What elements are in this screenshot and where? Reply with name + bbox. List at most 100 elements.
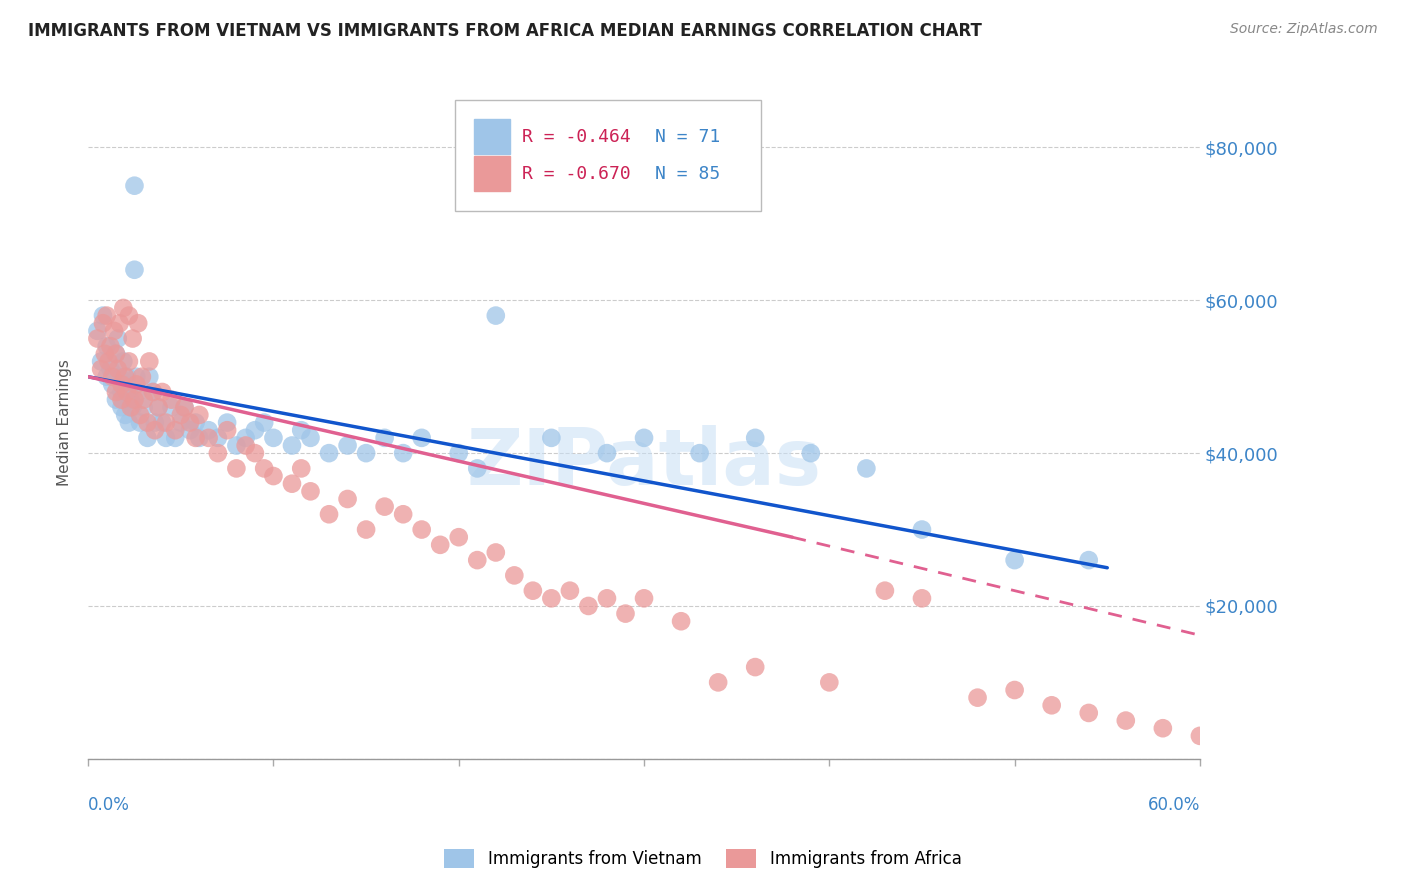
Point [184, 431, 207, 445]
Point [207, 446, 229, 460]
Text: ZIPatlas: ZIPatlas [467, 425, 821, 501]
Point [633, 591, 655, 606]
Point [1115, 714, 1137, 728]
Point [150, 384, 173, 399]
Point [217, 416, 239, 430]
Point [299, 484, 322, 499]
Point [104, 347, 127, 361]
Point [170, 416, 193, 430]
Point [281, 476, 304, 491]
Point [138, 354, 160, 368]
Point [165, 423, 187, 437]
Point [299, 431, 322, 445]
Point [148, 401, 170, 415]
Point [143, 416, 166, 430]
Point [96, 369, 118, 384]
Point [104, 384, 127, 399]
Point [86, 332, 108, 346]
Point [127, 316, 149, 330]
Point [118, 416, 141, 430]
Point [120, 401, 142, 415]
Point [110, 377, 132, 392]
Point [596, 591, 619, 606]
Point [120, 392, 142, 407]
Point [103, 324, 125, 338]
Point [262, 469, 284, 483]
Point [217, 423, 239, 437]
Point [124, 392, 146, 407]
Point [96, 339, 118, 353]
Point [253, 416, 276, 430]
Point [97, 354, 120, 368]
Point [253, 461, 276, 475]
Point [112, 301, 135, 315]
Point [188, 431, 211, 445]
Point [614, 607, 637, 621]
Point [374, 431, 396, 445]
Point [225, 461, 247, 475]
Point [142, 384, 165, 399]
Point [115, 384, 138, 399]
Point [173, 401, 195, 415]
Point [911, 591, 934, 606]
Point [170, 408, 193, 422]
Point [1077, 553, 1099, 567]
Point [165, 431, 187, 445]
Point [318, 508, 340, 522]
Point [522, 583, 544, 598]
Point [485, 545, 508, 559]
Point [142, 384, 165, 399]
Point [150, 416, 173, 430]
Text: Source: ZipAtlas.com: Source: ZipAtlas.com [1230, 22, 1378, 37]
Text: N = 71: N = 71 [655, 128, 720, 145]
Point [115, 369, 138, 384]
Point [374, 500, 396, 514]
Point [129, 408, 152, 422]
Point [173, 401, 195, 415]
Point [132, 392, 155, 407]
Point [90, 354, 112, 368]
Point [101, 377, 124, 392]
Point [465, 461, 488, 475]
Point [108, 369, 131, 384]
Point [411, 431, 433, 445]
Point [262, 431, 284, 445]
Point [318, 446, 340, 460]
Point [540, 591, 562, 606]
Point [108, 316, 131, 330]
Point [596, 446, 619, 460]
Point [125, 369, 148, 384]
Point [114, 408, 136, 422]
Point [127, 384, 149, 399]
Point [138, 369, 160, 384]
Point [110, 392, 132, 407]
Point [707, 675, 730, 690]
Point [179, 423, 201, 437]
Point [114, 369, 136, 384]
Point [336, 438, 359, 452]
Point [966, 690, 988, 705]
Point [179, 416, 201, 430]
Point [1040, 698, 1063, 713]
Point [243, 446, 266, 460]
Point [143, 423, 166, 437]
Point [118, 354, 141, 368]
Point [354, 523, 377, 537]
Point [873, 583, 896, 598]
Point [155, 431, 177, 445]
Point [136, 416, 159, 430]
Point [633, 431, 655, 445]
Point [1188, 729, 1211, 743]
Point [121, 332, 143, 346]
Point [110, 401, 132, 415]
Point [689, 446, 711, 460]
Text: N = 85: N = 85 [655, 165, 720, 183]
Point [121, 401, 143, 415]
Point [281, 438, 304, 452]
Point [429, 538, 451, 552]
Point [1004, 553, 1026, 567]
Point [207, 431, 229, 445]
Point [855, 461, 877, 475]
Point [118, 309, 141, 323]
Point [160, 392, 183, 407]
